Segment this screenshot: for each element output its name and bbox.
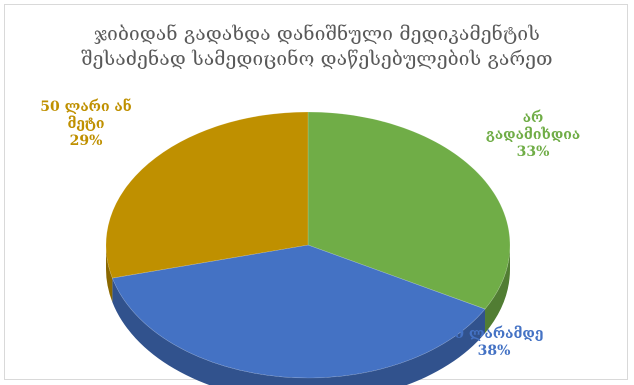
- chart-title-line-2: შესაძენად სამედიცინო დაწესებულების გარეთ: [81, 48, 553, 70]
- pie-slice-1: [111, 244, 486, 379]
- data-label-percent-1: 38%: [478, 343, 511, 359]
- pie-slice-2: [105, 111, 309, 279]
- data-label-text-2: მეტი: [67, 116, 104, 132]
- data-label-text-2: 50 ლარი ან: [40, 98, 131, 115]
- data-label-1: 50 ლარამდე 38%: [445, 326, 544, 359]
- data-label-text-0: გადამიხდია: [486, 127, 580, 143]
- pie-slice-side-2: [106, 245, 113, 303]
- data-label-percent-0: 33%: [517, 144, 550, 160]
- data-label-text-1: 50 ლარამდე: [445, 326, 544, 342]
- pie-slice-0: [307, 111, 511, 310]
- pie-slices: [105, 111, 511, 379]
- data-label-2: 50 ლარი ან მეტი 29%: [40, 98, 131, 149]
- chart-title: ჯიბიდან გადახდა დანიშნული მედიკამენტის შ…: [0, 22, 634, 72]
- chart-title-line-1: ჯიბიდან გადახდა დანიშნული მედიკამენტის: [93, 23, 540, 45]
- data-labels: არ გადამიხდია 33% 50 ლარამდე 38% 50 ლარი ან მე…: [40, 98, 580, 359]
- pie-slice-side-0: [485, 245, 510, 334]
- pie-sides: [106, 245, 510, 385]
- data-label-percent-2: 29%: [70, 133, 103, 149]
- data-label-text-0: არ: [523, 110, 544, 126]
- data-label-0: არ გადამიხდია 33%: [486, 110, 580, 160]
